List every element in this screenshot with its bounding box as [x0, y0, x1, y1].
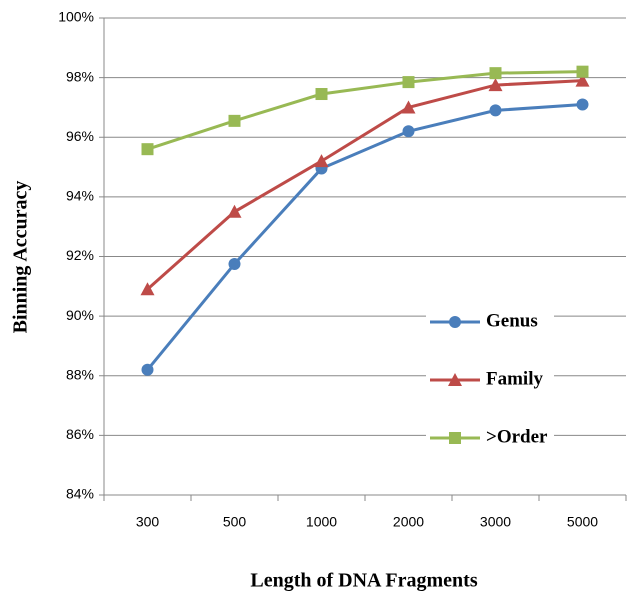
legend-label: Family: [486, 368, 543, 389]
marker: [448, 373, 462, 386]
marker: [402, 125, 415, 138]
marker: [314, 154, 329, 168]
series-line: [146, 79, 583, 291]
marker: [315, 88, 328, 101]
x-tick-label: 1000: [306, 514, 337, 530]
marker: [576, 98, 589, 111]
x-tick-label: 500: [223, 514, 247, 530]
marker: [575, 73, 590, 87]
marker: [141, 143, 154, 156]
x-axis-title: Length of DNA Fragments: [250, 570, 477, 592]
marker: [227, 204, 242, 218]
y-tick-label: 100%: [58, 9, 94, 25]
y-tick-label: 88%: [66, 366, 94, 382]
marker: [228, 257, 241, 270]
marker: [140, 282, 155, 296]
y-tick-label: 86%: [66, 426, 94, 442]
x-tick-label: 300: [136, 514, 160, 530]
marker: [576, 65, 589, 78]
marker: [141, 363, 154, 376]
marker: [449, 432, 461, 444]
y-tick-label: 84%: [66, 486, 94, 502]
marker: [489, 104, 502, 117]
marker: [228, 114, 241, 127]
legend-label: Genus: [486, 310, 538, 331]
marker: [402, 76, 415, 89]
y-tick-label: 92%: [66, 247, 94, 263]
y-tick-label: 96%: [66, 128, 94, 144]
y-tick-label: 90%: [66, 307, 94, 323]
marker: [401, 100, 416, 114]
x-tick-label: 5000: [567, 514, 598, 530]
series-line: [146, 102, 583, 371]
x-tick-label: 3000: [480, 514, 511, 530]
marker: [488, 78, 503, 92]
x-tick-label: 2000: [393, 514, 424, 530]
y-tick-label: 94%: [66, 188, 94, 204]
marker: [489, 67, 502, 80]
series-line: [147, 70, 583, 151]
legend-label: >Order: [486, 426, 548, 447]
y-axis-title: Binning Accuracy: [10, 181, 32, 334]
marker: [449, 316, 461, 328]
y-tick-label: 98%: [66, 68, 94, 84]
